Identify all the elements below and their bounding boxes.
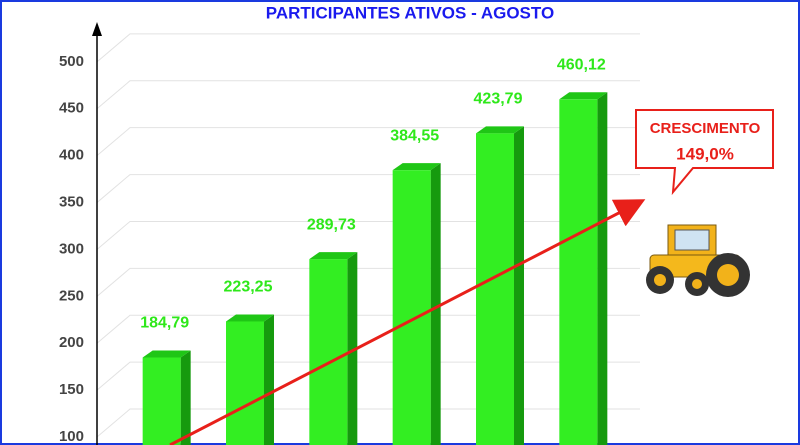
y-tick-label: 300: [59, 240, 84, 257]
tractor-icon: [646, 224, 750, 297]
grid-line: [96, 220, 640, 250]
y-tick-label: 400: [59, 147, 84, 164]
callout-value: 149,0%: [676, 144, 734, 163]
bar: [392, 170, 431, 445]
bar-side: [514, 126, 524, 445]
bar-side: [430, 163, 441, 445]
bar-top: [309, 252, 358, 260]
bar-top: [476, 126, 524, 134]
value-label: 184,79: [140, 315, 189, 332]
bar: [476, 133, 514, 445]
value-label: 289,73: [307, 216, 356, 233]
bar-side: [597, 92, 608, 445]
grid-line: [96, 174, 640, 203]
trend-arrow: [169, 199, 646, 445]
bar-top: [142, 350, 191, 358]
y-tick-label: 450: [59, 100, 84, 117]
callout-title: CRESCIMENTO: [650, 120, 761, 137]
value-label: 460,12: [557, 57, 606, 74]
y-tick-label: 200: [59, 334, 84, 351]
y-tick-label: 500: [59, 53, 84, 70]
grid-line: [96, 127, 640, 157]
bar-side: [347, 252, 358, 445]
bar: [309, 259, 348, 445]
grid-line: [96, 314, 640, 344]
chart-title: PARTICIPANTES ATIVOS - AGOSTO: [266, 3, 554, 22]
bar-side: [180, 350, 191, 445]
callout: [635, 109, 774, 196]
y-tick-label: 100: [59, 428, 84, 445]
value-label: 384,55: [390, 127, 439, 144]
bar-top: [559, 92, 608, 100]
bar: [142, 357, 181, 445]
y-tick-label: 250: [59, 287, 84, 304]
bar: [559, 99, 598, 445]
grid-line: [96, 267, 640, 297]
bar: [226, 321, 264, 445]
bar-top: [392, 163, 441, 171]
grid-line: [96, 33, 640, 63]
grid-line: [96, 361, 640, 391]
value-label: 223,25: [224, 279, 273, 296]
y-tick-label: 150: [59, 381, 84, 398]
grid-line: [96, 80, 640, 110]
bar-side: [264, 314, 274, 445]
axis-arrow: [92, 22, 102, 36]
y-tick-label: 350: [59, 194, 84, 211]
value-label: 423,79: [474, 91, 523, 108]
grid-line: [96, 408, 640, 438]
bar-top: [226, 314, 274, 322]
